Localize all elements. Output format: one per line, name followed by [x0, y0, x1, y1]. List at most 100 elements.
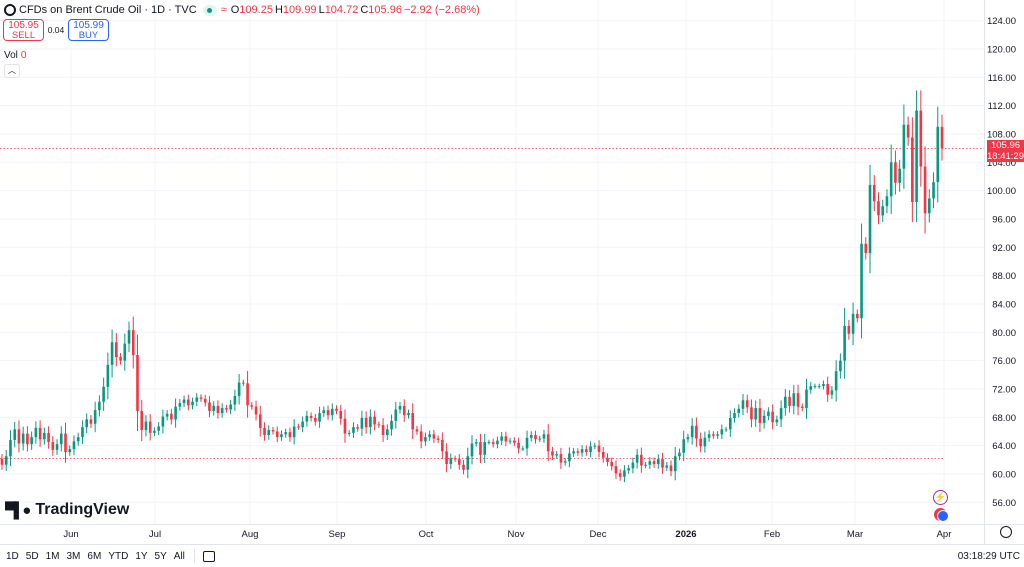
candle-body	[419, 431, 423, 442]
candle-body	[860, 243, 863, 319]
candle-body	[847, 325, 851, 334]
y-axis-tick-label: 56.00	[992, 498, 1016, 509]
candle-body	[483, 442, 487, 455]
candle-body	[233, 396, 237, 405]
candle-body	[170, 413, 173, 420]
us-flag-events-icon[interactable]	[933, 507, 949, 522]
candle-body	[699, 438, 702, 447]
y-axis-tick-label: 60.00	[992, 469, 1016, 480]
candle-body	[119, 357, 122, 361]
candle-body	[330, 408, 334, 416]
candle-body	[546, 434, 550, 452]
candle-body	[682, 439, 686, 453]
candle-body	[623, 470, 626, 477]
x-axis-tick-label: Dec	[590, 529, 607, 540]
candle-body	[106, 364, 110, 387]
range-button[interactable]: 1M	[45, 550, 60, 562]
candle-body	[178, 403, 182, 407]
candle-body	[724, 429, 728, 431]
candle-body	[932, 182, 935, 199]
candle-body	[216, 405, 220, 414]
x-axis-tick-label: 2026	[675, 529, 696, 540]
y-axis-tick-label: 116.00	[988, 73, 1016, 84]
candle-body	[563, 461, 567, 463]
candle-body	[665, 465, 669, 468]
sell-button[interactable]: 105.95 SELL	[3, 19, 44, 41]
volume-value: 0	[20, 50, 27, 61]
range-button[interactable]: YTD	[108, 550, 129, 562]
range-button[interactable]: 5Y	[154, 550, 167, 562]
candle-body	[153, 430, 156, 433]
candle-body	[326, 410, 330, 416]
candle-body	[898, 168, 901, 183]
candle-body	[826, 384, 829, 395]
gear-icon[interactable]	[1000, 526, 1012, 538]
candle-body	[250, 405, 254, 407]
buy-button[interactable]: 105.99 BUY	[68, 19, 109, 41]
candle-body	[127, 330, 131, 344]
candle-body	[716, 434, 719, 436]
range-button[interactable]: All	[173, 550, 185, 562]
y-axis-tick-label: 104.00	[987, 158, 1016, 169]
candle-body	[195, 397, 199, 402]
candle-body	[834, 371, 838, 391]
range-button[interactable]: 3M	[66, 550, 81, 562]
candle-body	[115, 342, 118, 358]
x-axis-tick-label: Jun	[63, 529, 78, 540]
low-label: L	[318, 4, 325, 16]
candle-body	[618, 473, 622, 477]
range-button[interactable]: 1D	[6, 550, 19, 562]
calendar-goto-icon[interactable]	[202, 550, 215, 562]
volume-label: Vol	[4, 50, 18, 61]
candle-body	[436, 438, 440, 440]
candle-body	[449, 458, 453, 465]
candle-body	[415, 429, 419, 432]
x-axis-tick-label: Oct	[419, 529, 434, 540]
candle-body	[402, 405, 406, 416]
candle-body	[601, 452, 605, 458]
tradingview-logo[interactable]: ▀▌● TradingView	[5, 501, 129, 519]
high-value: 109.99	[282, 4, 317, 16]
y-axis-tick-label: 92.00	[992, 243, 1016, 254]
candle-body	[877, 201, 880, 216]
candle-body	[318, 413, 321, 422]
candle-body	[585, 449, 588, 452]
symbol-title[interactable]: CFDs on Brent Crude Oil · 1D · TVC	[19, 4, 197, 16]
y-axis-tick-label: 84.00	[992, 299, 1016, 310]
x-axis-tick-label: Apr	[937, 529, 952, 540]
open-value: 109.25	[239, 4, 273, 16]
lightning-event-icon[interactable]: ⚡	[933, 490, 948, 505]
toolbar-divider	[193, 549, 195, 563]
candle-body	[9, 439, 12, 457]
candle-body	[470, 443, 474, 457]
candle-body	[186, 399, 190, 406]
y-axis-tick-label: 76.00	[992, 356, 1016, 367]
range-button[interactable]: 1Y	[135, 550, 148, 562]
candle-body	[745, 400, 749, 408]
candle-body	[673, 456, 677, 472]
candle-body	[911, 137, 914, 202]
candle-body	[98, 401, 101, 411]
candle-body	[762, 415, 766, 423]
utc-clock[interactable]: 03:18:29 UTC	[957, 550, 1020, 562]
candle-body	[364, 418, 368, 428]
volume-legend[interactable]: Vol 0	[4, 50, 26, 61]
candle-body	[496, 440, 499, 445]
candle-body	[813, 386, 817, 388]
range-button[interactable]: 5D	[25, 550, 39, 562]
collapse-legend-button[interactable]: ︿	[4, 64, 20, 78]
candle-body	[4, 456, 8, 465]
candle-body	[335, 408, 338, 411]
y-axis-tick-label: 72.00	[992, 384, 1016, 395]
y-axis-tick-label: 96.00	[992, 214, 1016, 225]
candle-body	[386, 429, 389, 435]
range-button[interactable]: 6M	[87, 550, 102, 562]
price-chart[interactable]: 124.00 120.00 116.00 112.00 108.00 104.00 100.…	[0, 0, 1024, 544]
candle-body	[59, 433, 63, 445]
candle-body	[919, 110, 923, 167]
candle-body	[377, 424, 381, 426]
candle-body	[500, 436, 503, 441]
candle-body	[479, 442, 482, 455]
candle-body	[457, 459, 461, 465]
candle-body	[26, 433, 29, 445]
